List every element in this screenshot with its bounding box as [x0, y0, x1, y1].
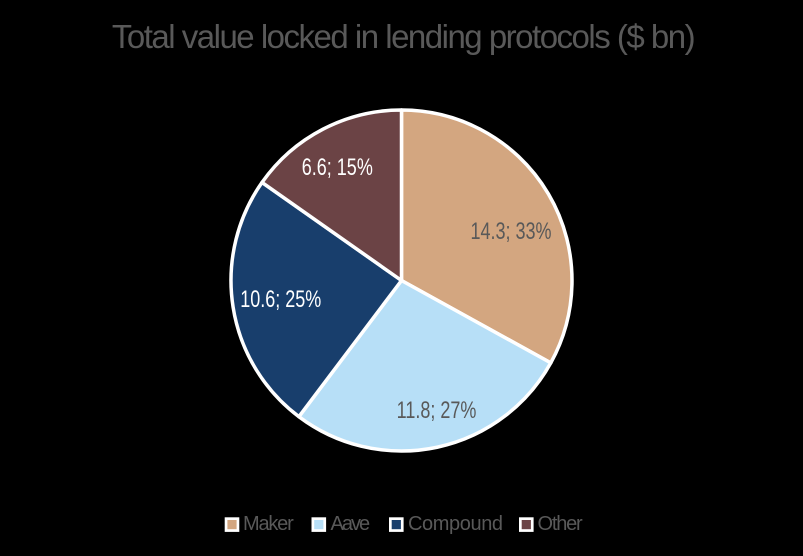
- svg-text:Maker: Maker: [243, 513, 294, 535]
- svg-text:Total value locked in lending: Total value locked in lending protocols …: [112, 18, 694, 55]
- svg-text:14.3; 33%: 14.3; 33%: [470, 219, 551, 245]
- svg-text:Other: Other: [538, 513, 584, 535]
- svg-text:11.8; 27%: 11.8; 27%: [397, 398, 477, 424]
- svg-text:Compound: Compound: [408, 513, 503, 535]
- svg-text:Aave: Aave: [331, 513, 370, 535]
- svg-text:10.6; 25%: 10.6; 25%: [240, 287, 321, 313]
- svg-text:6.6; 15%: 6.6; 15%: [302, 155, 373, 181]
